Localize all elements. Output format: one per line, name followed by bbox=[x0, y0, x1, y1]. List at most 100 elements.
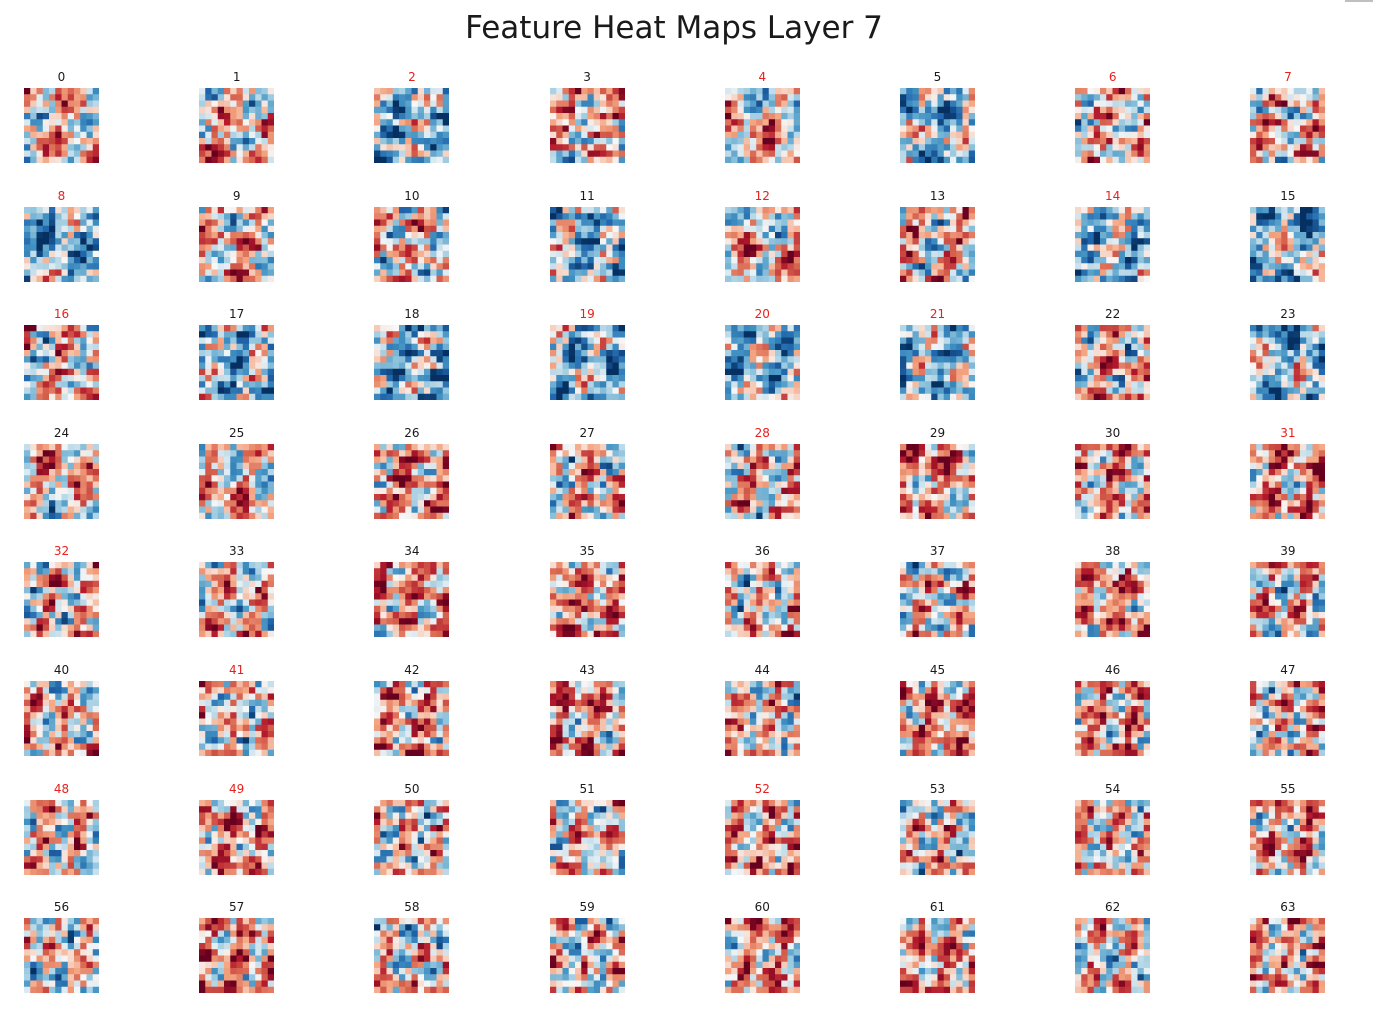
heatmap-pixel bbox=[605, 212, 613, 220]
heatmap-pixel bbox=[74, 624, 81, 632]
heatmap-pixel bbox=[399, 443, 406, 451]
heatmap-pixel bbox=[267, 456, 275, 463]
heatmap-pixel bbox=[61, 331, 69, 338]
heatmap-pixel bbox=[937, 468, 945, 476]
heatmap-pixel bbox=[793, 450, 800, 457]
heatmap-pixel bbox=[393, 206, 400, 214]
heatmap-pixel bbox=[55, 244, 62, 251]
heatmap-pixel bbox=[386, 94, 394, 101]
heatmap-pixel bbox=[962, 212, 970, 220]
heatmap-pixel bbox=[211, 375, 219, 382]
heatmap-pixel bbox=[1137, 368, 1145, 376]
heatmap-pixel bbox=[267, 131, 275, 139]
heatmap-pixel bbox=[411, 144, 419, 151]
heatmap-pixel bbox=[261, 606, 269, 613]
heatmap-pixel bbox=[380, 493, 388, 501]
heatmap-pixel bbox=[418, 237, 425, 245]
heatmap-pixel bbox=[430, 368, 438, 376]
heatmap-pixel bbox=[230, 244, 237, 251]
heatmap-pixel bbox=[36, 350, 44, 357]
heatmap-pixel bbox=[618, 106, 625, 114]
heatmap-pixel bbox=[605, 262, 613, 270]
heatmap-pixel bbox=[931, 456, 938, 463]
heatmap-pixel bbox=[968, 325, 975, 332]
heatmap-pixel bbox=[1100, 500, 1107, 507]
heatmap-pixel bbox=[1300, 125, 1307, 133]
heatmap-pixel bbox=[593, 493, 600, 501]
heatmap-pixel bbox=[968, 244, 975, 251]
heatmap-pixel bbox=[199, 362, 206, 370]
heatmap-pixel bbox=[443, 443, 450, 451]
heatmap-pixel bbox=[968, 350, 975, 357]
heatmap-pixel bbox=[80, 331, 87, 338]
heatmap-pixel bbox=[430, 331, 438, 338]
heatmap-pixel bbox=[49, 456, 56, 463]
heatmap-pixel bbox=[249, 250, 256, 257]
heatmap-pixel bbox=[968, 113, 975, 120]
heatmap-pixel bbox=[925, 100, 932, 108]
heatmap-pixel bbox=[1269, 331, 1276, 338]
heatmap-pixel bbox=[743, 106, 751, 114]
heatmap-pixel bbox=[217, 275, 225, 282]
heatmap-pixel bbox=[74, 487, 81, 495]
heatmap-pixel bbox=[374, 212, 381, 220]
heatmap-pixel bbox=[61, 356, 69, 363]
heatmap-pixel bbox=[1093, 456, 1101, 463]
heatmap-label: 30 bbox=[1105, 425, 1121, 440]
heatmap-pixel bbox=[906, 362, 913, 370]
heatmap-pixel bbox=[931, 487, 938, 495]
heatmap-pixel bbox=[1112, 256, 1120, 264]
heatmap-pixel bbox=[612, 131, 619, 139]
heatmap-pixel bbox=[261, 574, 269, 582]
heatmap-pixel bbox=[918, 100, 926, 108]
heatmap-pixel bbox=[205, 150, 212, 158]
heatmap-pixel bbox=[781, 350, 788, 357]
heatmap-pixel bbox=[580, 462, 588, 470]
heatmap-pixel bbox=[605, 487, 613, 495]
heatmap-pixel bbox=[900, 506, 907, 513]
heatmap-pixel bbox=[430, 500, 438, 507]
heatmap-pixel bbox=[405, 225, 413, 232]
heatmap-pixel bbox=[217, 231, 225, 239]
heatmap-pixel bbox=[555, 113, 563, 120]
heatmap-pixel bbox=[768, 256, 776, 264]
heatmap-pixel bbox=[549, 219, 557, 226]
heatmap-pixel bbox=[92, 106, 99, 114]
heatmap-pixel bbox=[255, 325, 262, 332]
heatmap-pixel bbox=[1137, 325, 1145, 332]
heatmap-pixel bbox=[1269, 443, 1276, 451]
heatmap-pixel bbox=[587, 262, 594, 270]
heatmap-pixel bbox=[612, 125, 619, 133]
heatmap-pixel bbox=[211, 356, 219, 363]
heatmap-pixel bbox=[731, 275, 738, 282]
heatmap-pixel bbox=[568, 375, 575, 382]
heatmap-pixel bbox=[574, 262, 582, 270]
heatmap-pixel bbox=[749, 393, 757, 401]
heatmap-pixel bbox=[405, 493, 413, 501]
heatmap-pixel bbox=[774, 512, 782, 519]
heatmap-pixel bbox=[224, 456, 231, 463]
heatmap-cell: 6 bbox=[1075, 70, 1195, 170]
heatmap-pixel bbox=[731, 119, 738, 126]
heatmap-pixel bbox=[380, 269, 388, 276]
heatmap-pixel bbox=[1093, 375, 1101, 382]
heatmap-pixel bbox=[599, 481, 607, 488]
feature-heatmap bbox=[724, 325, 800, 401]
heatmap-pixel bbox=[1281, 481, 1289, 488]
heatmap-pixel bbox=[42, 219, 50, 226]
heatmap-pixel bbox=[55, 144, 62, 151]
heatmap-pixel bbox=[912, 156, 920, 163]
heatmap-pixel bbox=[618, 506, 625, 513]
heatmap-pixel bbox=[1125, 138, 1132, 145]
heatmap-pixel bbox=[1256, 325, 1264, 332]
heatmap-pixel bbox=[912, 206, 920, 214]
heatmap-pixel bbox=[956, 500, 963, 507]
heatmap-pixel bbox=[267, 325, 275, 332]
heatmap-pixel bbox=[411, 250, 419, 257]
heatmap-pixel bbox=[587, 506, 594, 513]
heatmap-pixel bbox=[55, 487, 62, 495]
heatmap-pixel bbox=[549, 512, 557, 519]
heatmap-pixel bbox=[393, 468, 400, 476]
heatmap-pixel bbox=[261, 581, 269, 588]
heatmap-pixel bbox=[918, 119, 926, 126]
